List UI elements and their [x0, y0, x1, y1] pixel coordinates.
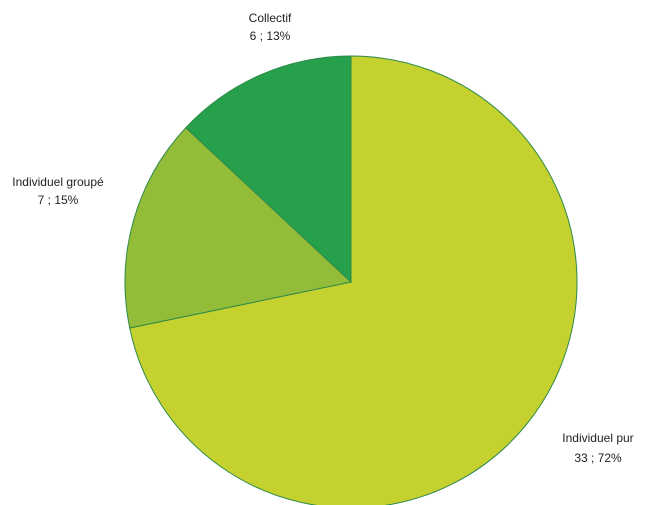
slice-label-value: 7 ; 15%: [38, 193, 79, 207]
slice-label-name: Individuel pur: [562, 431, 633, 445]
label-collectif: Collectif 6 ; 13%: [249, 11, 292, 43]
pie-slice-individuel-pur: [129, 55, 578, 505]
slice-label-value: 6 ; 13%: [250, 29, 291, 43]
pie-slice-collectif: [185, 55, 352, 284]
label-individuel-pur: Individuel pur 33 ; 72%: [562, 431, 633, 465]
slice-label-name: Individuel groupé: [12, 175, 104, 189]
slice-label-name: Collectif: [249, 11, 292, 25]
label-individuel-groupe: Individuel groupé 7 ; 15%: [12, 175, 104, 207]
pie-slices: [124, 55, 578, 505]
slice-label-value: 33 ; 72%: [574, 451, 622, 465]
pie-slice-individuel-groupe: [124, 127, 353, 329]
